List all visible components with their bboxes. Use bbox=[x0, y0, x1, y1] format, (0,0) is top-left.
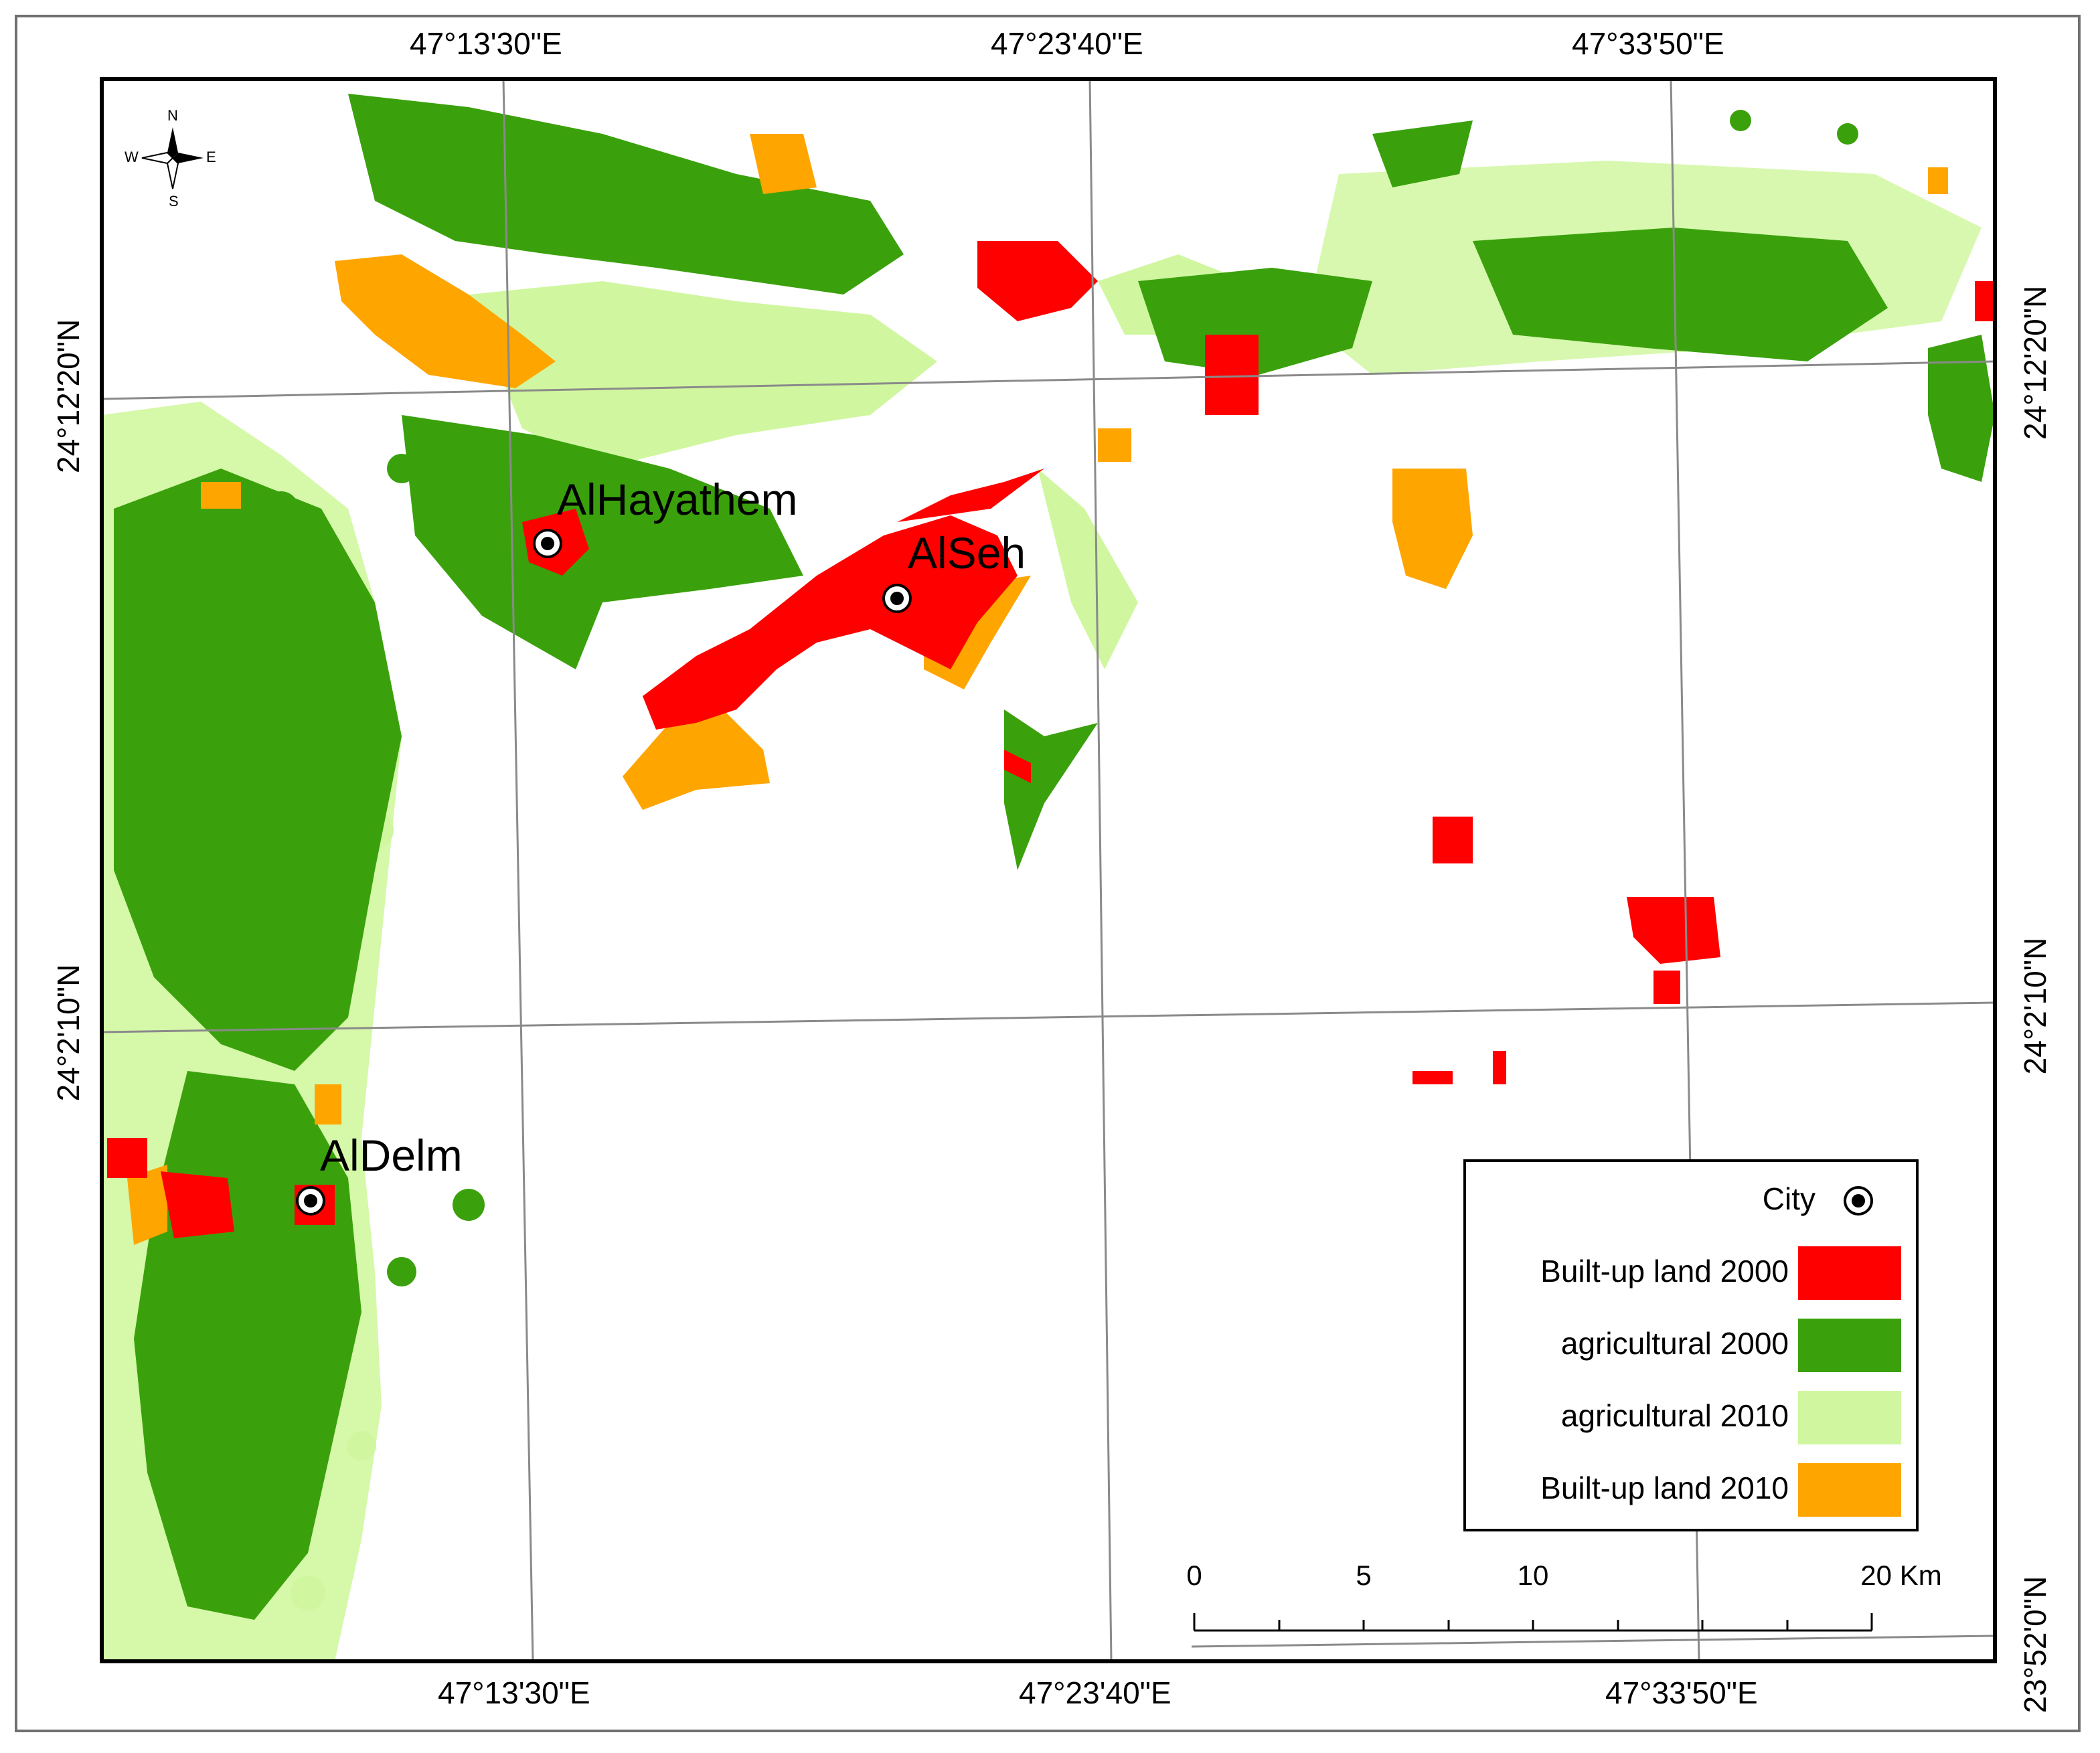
map-neatline bbox=[100, 77, 1997, 1663]
scale-label: 5 bbox=[1356, 1560, 1372, 1591]
right-lat-label: 23°52'0"N bbox=[2018, 1576, 2052, 1714]
top-lon-label: 47°33'50"E bbox=[1572, 26, 1724, 61]
bottom-lon-label: 47°33'50"E bbox=[1605, 1675, 1758, 1710]
city-marker-alhayathem bbox=[533, 529, 562, 558]
bottom-lon-label: 47°13'30"E bbox=[438, 1675, 590, 1710]
legend-label: agricultural 2010 bbox=[1560, 1398, 1789, 1433]
built-up-2000-areas bbox=[107, 241, 1995, 1238]
legend-row: agricultural 2010 bbox=[1466, 1383, 1916, 1455]
top-lon-label: 47°23'40"E bbox=[991, 26, 1143, 61]
compass-w-label: W bbox=[125, 149, 139, 165]
left-lat-label: 24°2'10"N bbox=[51, 964, 86, 1102]
legend-label: agricultural 2000 bbox=[1560, 1326, 1789, 1361]
legend-city-label: City bbox=[1762, 1181, 1815, 1216]
top-lon-label: 47°13'30"E bbox=[410, 26, 562, 61]
bottom-lon-label: 47°23'40"E bbox=[1019, 1675, 1172, 1710]
compass-rose-icon bbox=[141, 127, 204, 189]
map-legend: City Built-up land 2000 agricultural 200… bbox=[1463, 1159, 1919, 1531]
legend-label: Built-up land 2010 bbox=[1540, 1471, 1789, 1505]
scale-label: 0 bbox=[1186, 1560, 1202, 1591]
city-label-alhayathem: AlHayathem bbox=[557, 475, 798, 524]
right-lat-label: 24°12'20"N bbox=[2018, 285, 2052, 440]
compass-e-label: E bbox=[206, 149, 216, 165]
legend-row-city: City bbox=[1466, 1166, 1916, 1238]
legend-row: Built-up land 2010 bbox=[1466, 1455, 1916, 1527]
city-marker-alseh bbox=[882, 584, 912, 613]
legend-row: agricultural 2000 bbox=[1466, 1311, 1916, 1383]
legend-swatch-agricultural-2000 bbox=[1798, 1319, 1901, 1372]
city-marker-aldelm bbox=[296, 1186, 325, 1216]
city-symbol-icon bbox=[1844, 1186, 1873, 1216]
scale-label: 20 Km bbox=[1860, 1560, 1942, 1591]
compass-s-label: S bbox=[169, 193, 179, 210]
legend-swatch-builtup-2000 bbox=[1798, 1246, 1901, 1300]
legend-label: Built-up land 2000 bbox=[1540, 1254, 1789, 1288]
legend-swatch-agricultural-2010 bbox=[1798, 1391, 1901, 1444]
city-label-aldelm: AlDelm bbox=[320, 1131, 463, 1180]
scale-label: 10 bbox=[1517, 1560, 1549, 1591]
legend-swatch-builtup-2010 bbox=[1798, 1463, 1901, 1517]
left-lat-label: 24°12'20"N bbox=[51, 319, 86, 473]
legend-row: Built-up land 2000 bbox=[1466, 1238, 1916, 1311]
compass-n-label: N bbox=[167, 107, 178, 124]
right-lat-label: 24°2'10"N bbox=[2018, 937, 2052, 1075]
scale-bar bbox=[1193, 1613, 1873, 1632]
city-label-alseh: AlSeh bbox=[908, 528, 1026, 578]
